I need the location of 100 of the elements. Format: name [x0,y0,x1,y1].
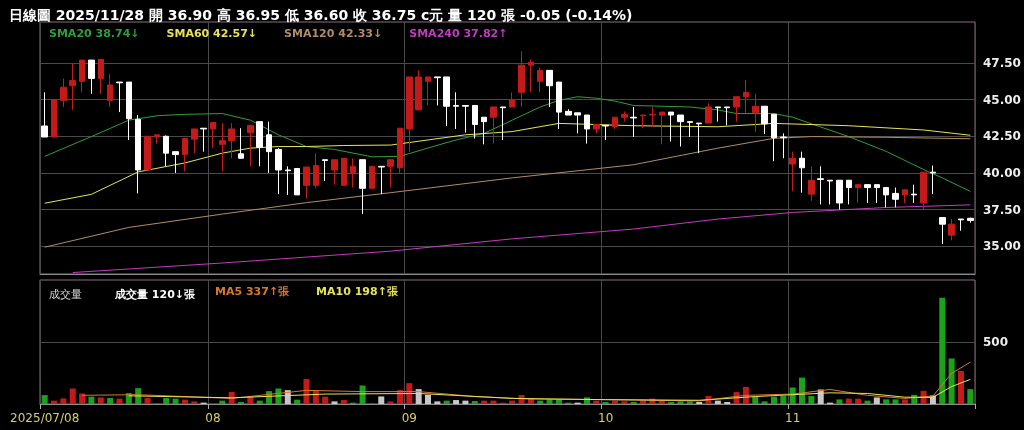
candlestick [490,106,497,145]
candlestick [771,113,777,162]
candlestick [930,165,936,195]
candlestick [668,111,674,142]
bar [481,400,488,404]
candlestick [322,159,328,182]
bar [312,390,319,404]
x-tick-label: 11 [785,411,801,425]
bar [294,399,301,404]
candlestick [116,81,123,113]
bar [780,396,787,404]
candlestick [593,124,600,134]
candlestick [378,165,385,195]
bar [808,396,815,404]
bar [873,397,880,404]
candlestick [565,108,572,116]
candlestick [69,62,76,111]
bar [761,401,768,404]
bar [69,388,76,404]
y-tick-label: 35.00 [983,239,1021,254]
bar [453,400,460,404]
candlestick [126,81,132,141]
chart-title: 日線圖 2025/11/28 開 36.90 高 36.95 低 36.60 收 36.75 c元 量 120 張 -0.05 (-0.14%) [9,7,633,23]
candlestick [528,58,534,93]
bar [107,398,114,404]
candlestick [518,50,525,108]
bar [79,393,86,404]
bar [425,394,432,404]
candlestick [406,76,413,153]
bar [163,398,170,404]
y-tick-label: 45.00 [983,92,1021,107]
bar [322,396,329,404]
bar [434,401,441,404]
bar [181,399,188,404]
candlestick [60,77,67,108]
bar [172,398,179,404]
bar [612,400,619,404]
candlestick [864,184,871,204]
candlestick [107,73,113,108]
candlestick [602,124,609,141]
candlestick [892,187,899,208]
candlestick [621,110,628,123]
candlestick [285,165,291,196]
candlestick [359,159,366,215]
candlestick [939,217,946,245]
candlestick [808,165,815,202]
line-series [44,136,971,248]
annotation: 成交量 120↓張 [114,288,197,301]
bar [387,401,394,404]
line-series [44,122,971,204]
x-tick-label: 2025/07/08 [10,411,80,425]
bar [836,399,843,404]
candlestick [303,166,310,200]
candlestick [182,137,188,172]
bar [957,371,964,404]
bar [509,400,516,404]
x-tick-label: 08 [205,411,221,425]
bar [883,399,890,404]
bar [892,399,899,404]
candlestick [219,122,226,172]
candlestick [948,218,955,241]
bar [219,400,226,404]
bar [97,397,104,404]
bar [939,297,946,404]
candlestick [846,179,852,205]
bar [537,400,544,404]
bar [948,358,955,404]
candlestick [247,124,254,167]
bar [967,389,974,404]
candlestick [331,159,338,186]
bar [864,400,871,404]
candlestick [537,66,543,93]
candlestick [874,184,880,204]
candlestick [228,122,235,159]
candlestick [500,106,506,141]
text: SMA240 37.82↑ [409,26,508,40]
candlestick [836,179,843,211]
bar [593,400,600,404]
candlestick [79,59,85,93]
candlestick [967,217,974,224]
bar [331,401,338,404]
candlestick [154,134,160,145]
bar [462,400,469,404]
bar [443,400,450,404]
y-tick-label: 42.50 [983,129,1021,144]
bar [41,395,48,404]
candlestick [789,151,796,192]
candlestick [780,132,787,159]
bar [901,399,908,404]
bar [191,401,198,404]
y-tick-label: 37.50 [983,202,1021,217]
candlestick [752,93,759,133]
bar [714,400,721,404]
bar [88,396,95,404]
candlestick [724,106,730,126]
candlestick [715,106,721,123]
candlestick [191,128,198,154]
bar [256,400,263,404]
bar [770,396,777,404]
candlestick [855,184,861,204]
